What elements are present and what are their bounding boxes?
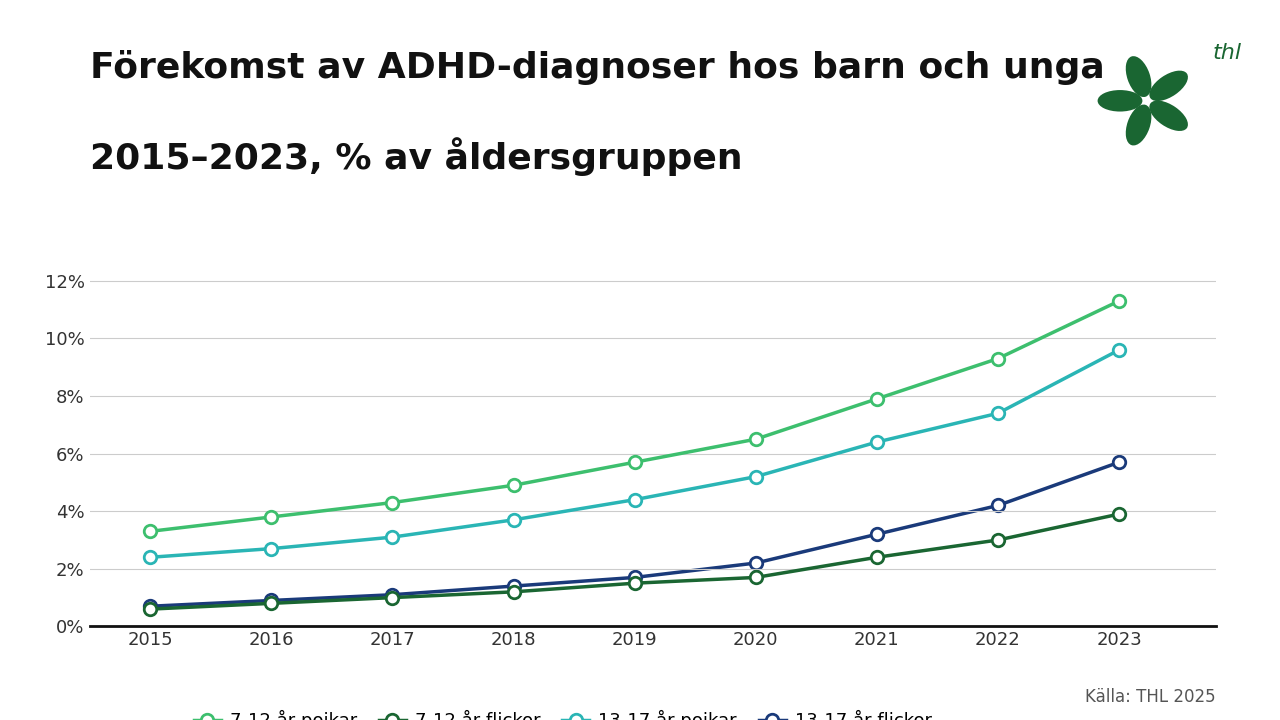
Line: 13-17 år flickor: 13-17 år flickor	[143, 456, 1125, 613]
Text: Källa: THL 2025: Källa: THL 2025	[1085, 688, 1216, 706]
7-12 år pojkar	[385, 498, 401, 507]
13-17 år flickor	[869, 530, 884, 539]
7-12 år pojkar	[627, 458, 643, 467]
13-17 år flickor	[748, 559, 763, 567]
7-12 år pojkar	[869, 395, 884, 403]
13-17 år pojkar	[991, 409, 1006, 418]
7-12 år pojkar	[264, 513, 279, 521]
13-17 år flickor	[627, 573, 643, 582]
7-12 år flickor	[142, 605, 157, 613]
Text: Förekomst av ADHD-diagnoser hos barn och unga: Förekomst av ADHD-diagnoser hos barn och…	[90, 50, 1105, 86]
13-17 år flickor	[264, 596, 279, 605]
13-17 år pojkar	[748, 472, 763, 481]
Ellipse shape	[1149, 71, 1188, 101]
13-17 år pojkar	[142, 553, 157, 562]
Ellipse shape	[1125, 56, 1152, 97]
Ellipse shape	[1149, 101, 1188, 131]
13-17 år pojkar	[1111, 346, 1126, 354]
7-12 år flickor	[1111, 510, 1126, 518]
7-12 år pojkar	[142, 527, 157, 536]
7-12 år flickor	[748, 573, 763, 582]
Line: 13-17 år pojkar: 13-17 år pojkar	[143, 343, 1125, 564]
Ellipse shape	[1125, 104, 1152, 145]
13-17 år pojkar	[264, 544, 279, 553]
Ellipse shape	[1097, 90, 1143, 112]
13-17 år pojkar	[506, 516, 521, 524]
7-12 år pojkar	[1111, 297, 1126, 305]
Line: 7-12 år flickor: 7-12 år flickor	[143, 508, 1125, 616]
7-12 år pojkar	[991, 354, 1006, 363]
13-17 år flickor	[385, 590, 401, 599]
7-12 år flickor	[385, 593, 401, 602]
7-12 år flickor	[869, 553, 884, 562]
7-12 år pojkar	[506, 481, 521, 490]
7-12 år flickor	[627, 579, 643, 588]
Text: 2015–2023, % av åldersgruppen: 2015–2023, % av åldersgruppen	[90, 137, 742, 176]
Line: 7-12 år pojkar: 7-12 år pojkar	[143, 294, 1125, 538]
13-17 år flickor	[142, 602, 157, 611]
13-17 år flickor	[991, 501, 1006, 510]
13-17 år pojkar	[869, 438, 884, 446]
7-12 år flickor	[506, 588, 521, 596]
7-12 år pojkar	[748, 435, 763, 444]
7-12 år flickor	[264, 599, 279, 608]
Legend: 7-12 år pojkar, 7-12 år flickor, 13-17 år pojkar, 13-17 år flickor: 7-12 år pojkar, 7-12 år flickor, 13-17 å…	[187, 703, 940, 720]
13-17 år flickor	[506, 582, 521, 590]
13-17 år pojkar	[385, 533, 401, 541]
Text: thl: thl	[1213, 42, 1242, 63]
7-12 år flickor	[991, 536, 1006, 544]
13-17 år flickor	[1111, 458, 1126, 467]
13-17 år pojkar	[627, 495, 643, 504]
